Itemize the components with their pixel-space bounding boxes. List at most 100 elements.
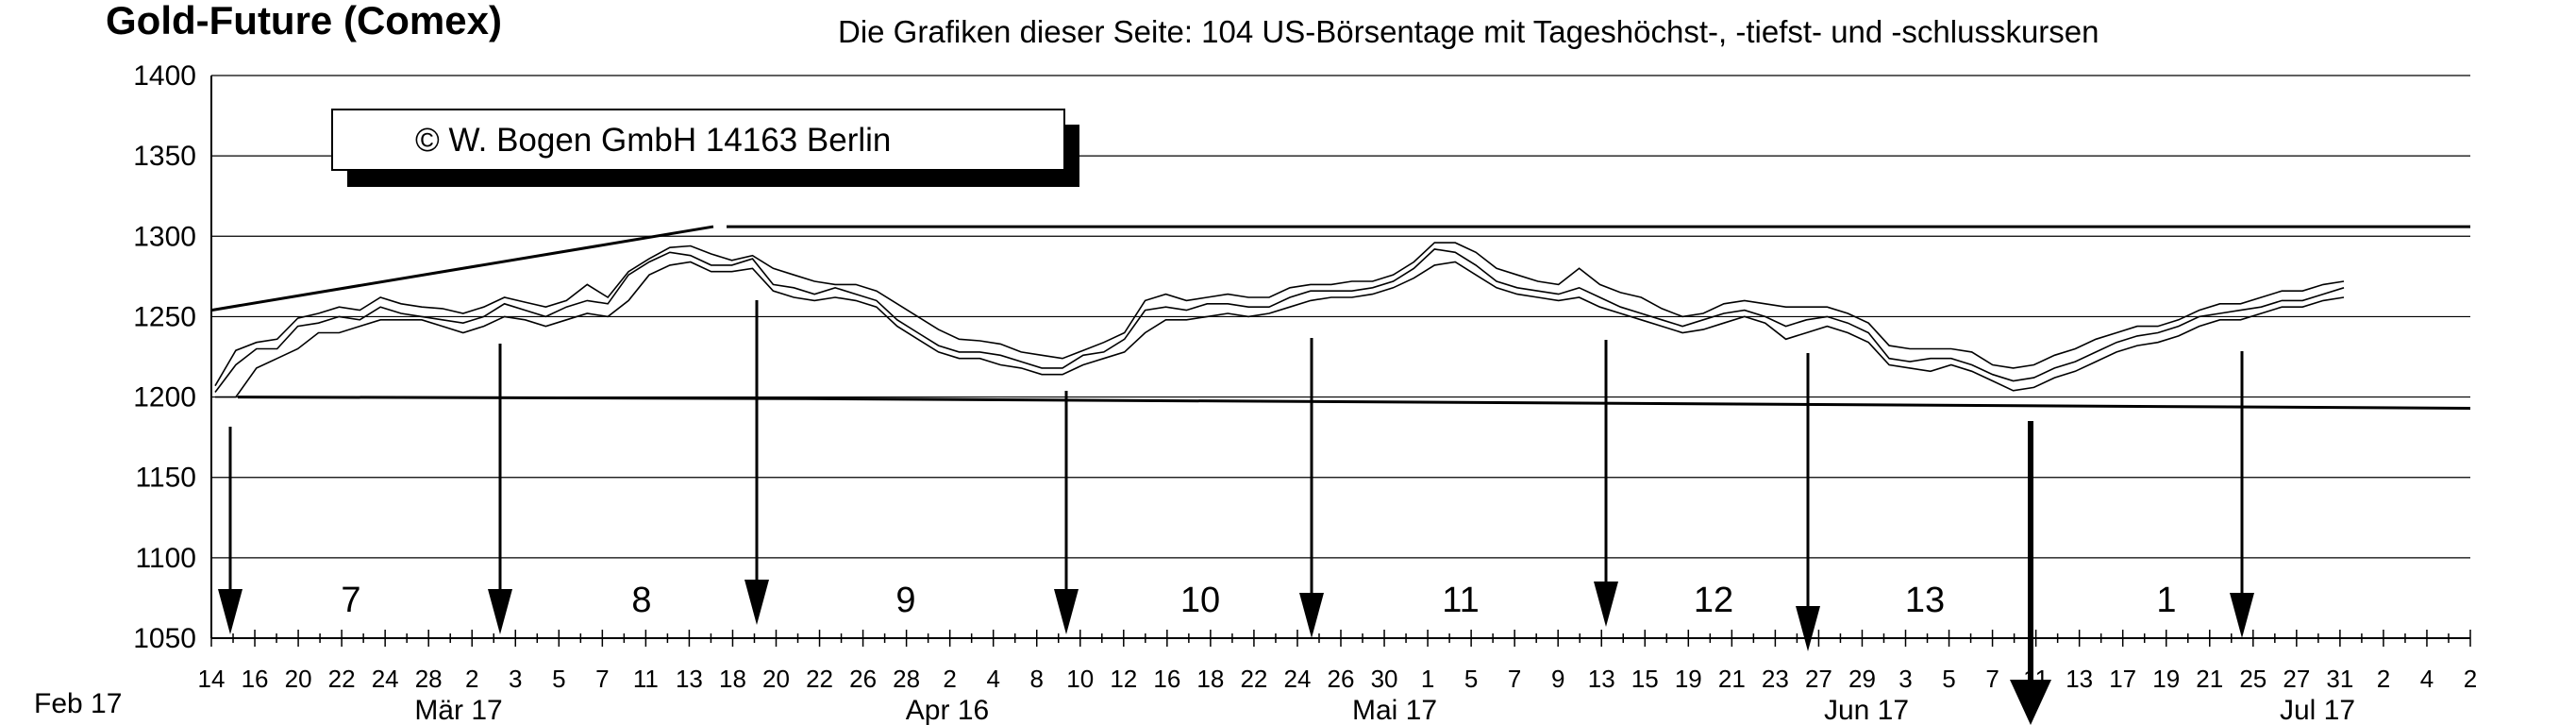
x-tick-label: 25 — [2239, 665, 2267, 693]
y-tick-label: 1250 — [133, 301, 196, 332]
y-tick-label: 1300 — [133, 221, 196, 252]
cycle-label: 11 — [1442, 581, 1479, 620]
x-tick-label: 4 — [986, 665, 999, 693]
month-label: Mai 17 — [1352, 695, 1437, 725]
month-label: Apr 16 — [906, 695, 989, 725]
cycle-label: 9 — [895, 581, 915, 620]
copyright-box: © W. Bogen GmbH 14163 Berlin — [331, 109, 1079, 187]
copyright-box-frame — [331, 109, 1065, 171]
x-tick-label: 5 — [552, 665, 565, 693]
month-label: Mär 17 — [414, 695, 502, 725]
cycle-arrow-head — [218, 589, 243, 634]
x-tick-label: 10 — [1066, 665, 1094, 693]
x-tick-label: 2 — [2464, 665, 2477, 693]
x-tick-label: 16 — [1153, 665, 1180, 693]
x-tick-label: 11 — [633, 665, 659, 693]
series-close — [214, 248, 2345, 393]
x-tick-label: 13 — [1588, 665, 1615, 693]
x-tick-label: 8 — [1029, 665, 1043, 693]
trend-line-2 — [237, 396, 807, 400]
cycle-label: 13 — [1905, 581, 1945, 620]
cycle-label: 10 — [1180, 581, 1220, 620]
x-tick-label: 15 — [1631, 665, 1659, 693]
x-tick-label: 2 — [943, 665, 956, 693]
y-tick-label: 1400 — [133, 60, 196, 92]
copyright-text: © W. Bogen GmbH 14163 Berlin — [415, 122, 891, 159]
cycle-label: 12 — [1694, 581, 1733, 620]
chart-subtitle: Die Grafiken dieser Seite: 104 US-Börsen… — [838, 14, 2099, 49]
cycle-arrow-head — [1299, 593, 1324, 638]
chart-title: Gold-Future (Comex) — [106, 0, 502, 42]
x-tick-label: 28 — [415, 665, 443, 693]
x-tick-label: 14 — [198, 665, 226, 693]
cycle-markers — [218, 300, 2254, 725]
cycle-arrow-head — [488, 589, 512, 634]
x-tick-label: 16 — [242, 665, 269, 693]
x-tick-label: 22 — [806, 665, 833, 693]
y-tick-label: 1150 — [135, 463, 196, 494]
x-tick-label: 28 — [893, 665, 920, 693]
y-tick-label: 1200 — [133, 382, 196, 413]
y-axis-ticks: 1050 1100 1150 1200 1250 1300 1350 1400 — [133, 60, 196, 654]
cycle-arrow-head — [2010, 680, 2051, 725]
x-tick-label: 19 — [1675, 665, 1702, 693]
price-series — [214, 242, 2345, 398]
x-tick-label: 1 — [1421, 665, 1434, 693]
cycle-arrow-head — [2230, 593, 2254, 638]
x-tick-label: 30 — [1371, 665, 1398, 693]
trend-line-0 — [210, 225, 714, 312]
x-tick-label: 27 — [2283, 665, 2310, 693]
x-start-label: Feb 17 — [34, 688, 122, 719]
series-low — [215, 261, 2345, 398]
x-tick-label: 5 — [1942, 665, 1955, 693]
x-tick-label: 23 — [1762, 665, 1789, 693]
x-axis: 14 16 20 22 24 28 2 3 5 7 11 13 18 20 22 26 28 2 4 8 10 12 16 1… — [198, 630, 2477, 725]
x-tick-label: 26 — [849, 665, 877, 693]
x-tick-label: 12 — [1110, 665, 1137, 693]
cycle-arrow-head — [744, 580, 769, 625]
trend-lines — [210, 225, 2471, 410]
x-tick-label: 18 — [719, 665, 746, 693]
cycle-arrow-head — [1594, 582, 1618, 627]
x-tick-label: 19 — [2152, 665, 2180, 693]
x-tick-label: 24 — [1284, 665, 1312, 693]
x-tick-label: 22 — [1240, 665, 1267, 693]
x-tick-label: 7 — [1985, 665, 1999, 693]
month-label: Jun 17 — [1824, 695, 1909, 725]
month-label: Jul 17 — [2280, 695, 2355, 725]
x-tick-label: 9 — [1551, 665, 1564, 693]
cycle-label: 8 — [631, 581, 651, 620]
cycle-label: 7 — [341, 581, 360, 620]
x-tick-label: 20 — [762, 665, 790, 693]
x-tick-label: 13 — [2066, 665, 2093, 693]
x-tick-label: 22 — [328, 665, 356, 693]
y-tick-label: 1100 — [135, 543, 196, 574]
x-tick-label: 17 — [2109, 665, 2136, 693]
cycle-arrow-head — [1054, 589, 1079, 634]
y-tick-label: 1050 — [133, 623, 196, 654]
series-high — [214, 242, 2345, 387]
x-tick-label: 26 — [1328, 665, 1355, 693]
cycle-label: 1 — [2156, 581, 2176, 620]
trend-line-3 — [805, 396, 2471, 410]
x-tick-label: 29 — [1848, 665, 1876, 693]
cycle-arrow-head — [1796, 606, 1820, 651]
x-tick-label: 13 — [676, 665, 703, 693]
x-tick-label: 7 — [1508, 665, 1521, 693]
x-tick-label: 2 — [2377, 665, 2390, 693]
cycle-labels: 7 8 9 10 11 12 13 1 — [341, 581, 2176, 620]
x-tick-label: 21 — [1718, 665, 1746, 693]
x-tick-label: 24 — [372, 665, 399, 693]
x-tick-label: 7 — [595, 665, 609, 693]
x-tick-label: 31 — [2326, 665, 2353, 693]
x-tick-label: 21 — [2196, 665, 2223, 693]
x-tick-label: 5 — [1464, 665, 1478, 693]
x-tick-label: 20 — [285, 665, 312, 693]
x-tick-label: 4 — [2420, 665, 2434, 693]
x-tick-label: 3 — [1899, 665, 1912, 693]
x-tick-label: 3 — [509, 665, 522, 693]
x-tick-label: 27 — [1805, 665, 1832, 693]
x-tick-label: 2 — [465, 665, 478, 693]
x-tick-label: 18 — [1196, 665, 1224, 693]
